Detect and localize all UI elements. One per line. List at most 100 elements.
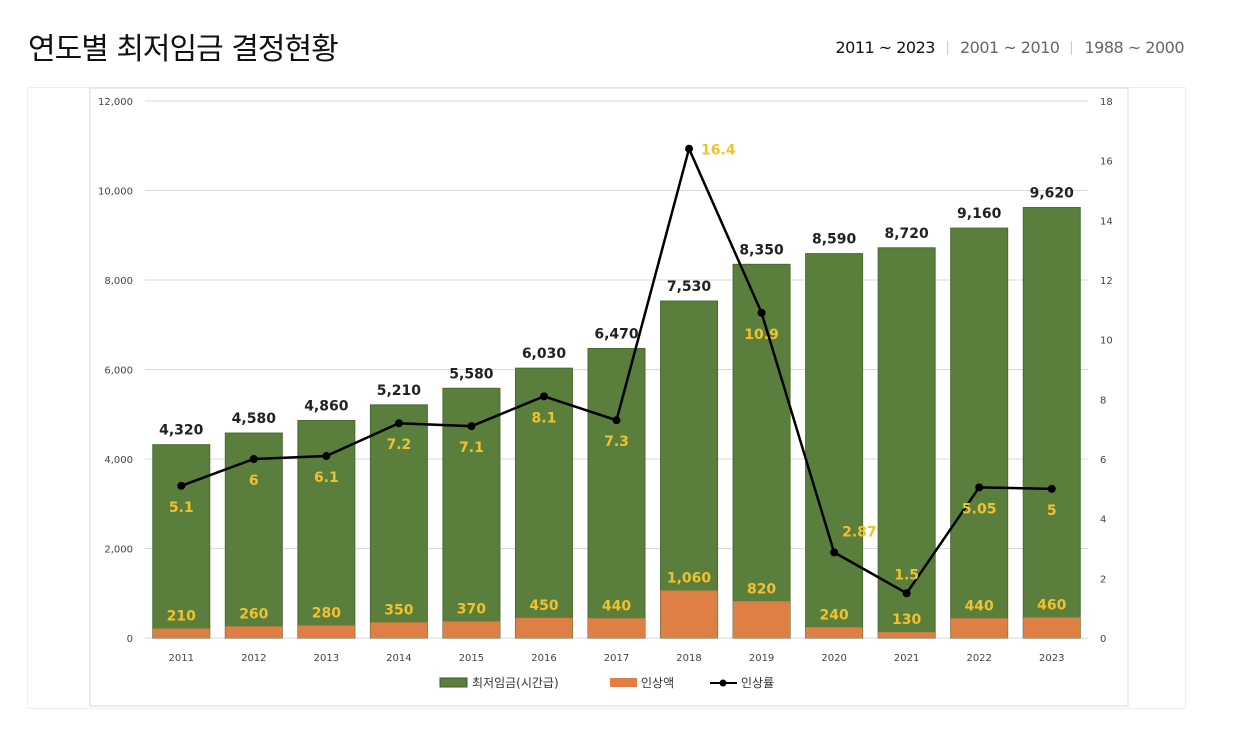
increase-bar — [152, 628, 210, 638]
rate-point — [467, 422, 476, 431]
increase-value-label: 450 — [529, 598, 558, 614]
wage-value-label: 6,030 — [522, 346, 567, 362]
legend-label-increase: 인상액 — [641, 676, 674, 690]
wage-bar — [369, 404, 428, 639]
right-tick-label: 6 — [1100, 455, 1106, 466]
increase-value-label: 370 — [457, 601, 486, 617]
rate-point — [685, 144, 694, 153]
rate-value-label: 6.1 — [314, 470, 339, 486]
rate-point — [322, 452, 331, 461]
rate-value-label: 16.4 — [701, 143, 736, 159]
increase-value-label: 460 — [1037, 597, 1066, 613]
tab-2001-2010[interactable]: 2001 ~ 2010 — [959, 38, 1060, 57]
left-tick-label: 8,000 — [104, 276, 133, 287]
increase-value-label: 280 — [312, 605, 341, 621]
right-tick-label: 12 — [1100, 276, 1113, 287]
increase-bar — [950, 618, 1008, 638]
page-title: 연도별 최저임금 결정현황 — [28, 32, 339, 67]
rate-point — [249, 455, 258, 463]
rate-value-label: 7.2 — [386, 437, 411, 453]
x-tick-label: 2015 — [459, 653, 484, 664]
rate-point — [539, 392, 548, 401]
x-tick-label: 2021 — [894, 653, 919, 664]
wage-value-label: 4,580 — [232, 411, 277, 427]
x-tick-label: 2020 — [821, 653, 846, 664]
wage-value-label: 4,320 — [159, 423, 204, 439]
increase-value-label: 350 — [384, 602, 413, 618]
right-tick-label: 8 — [1100, 395, 1106, 406]
rate-point — [612, 416, 621, 425]
rate-value-label: 5.1 — [169, 500, 194, 516]
x-tick-label: 2019 — [749, 653, 774, 664]
wage-value-label: 8,350 — [739, 242, 784, 258]
x-tick-label: 2016 — [531, 653, 556, 664]
increase-bar — [1023, 617, 1081, 638]
period-tabs: 2011 ~ 2023 2001 ~ 2010 1988 ~ 2000 — [835, 38, 1184, 57]
rate-value-label: 10.9 — [744, 327, 779, 343]
rate-point — [757, 308, 766, 317]
increase-value-label: 210 — [167, 609, 196, 625]
increase-bar — [370, 622, 428, 638]
left-tick-label: 0 — [127, 634, 133, 645]
increase-bar — [297, 625, 355, 638]
rate-point — [830, 548, 839, 557]
rate-value-label: 7.3 — [604, 434, 629, 450]
right-tick-label: 18 — [1100, 97, 1113, 108]
rate-value-label: 2.87 — [842, 524, 877, 540]
wage-value-label: 6,470 — [594, 326, 639, 342]
increase-value-label: 440 — [602, 598, 631, 614]
right-tick-label: 2 — [1100, 574, 1106, 585]
increase-bar — [878, 632, 936, 638]
wage-bar — [805, 253, 864, 639]
increase-value-label: 130 — [892, 612, 921, 628]
left-tick-label: 6,000 — [104, 366, 133, 377]
x-tick-label: 2017 — [604, 653, 629, 664]
right-tick-label: 0 — [1100, 634, 1106, 645]
increase-bar — [805, 627, 863, 638]
wage-bar — [152, 444, 211, 639]
increase-value-label: 440 — [965, 598, 994, 614]
wage-bar — [732, 263, 791, 639]
increase-bar — [733, 601, 791, 638]
right-tick-label: 16 — [1100, 157, 1113, 168]
wage-value-label: 9,620 — [1030, 186, 1075, 202]
rate-point — [177, 481, 186, 490]
legend-swatch-increase — [610, 678, 637, 687]
x-tick-label: 2022 — [966, 653, 991, 664]
rate-value-label: 7.1 — [459, 440, 484, 456]
increase-value-label: 820 — [747, 581, 776, 597]
tab-2011-2023[interactable]: 2011 ~ 2023 — [835, 38, 935, 57]
right-tick-label: 10 — [1100, 336, 1113, 347]
legend-swatch-wage — [439, 677, 468, 688]
rate-point — [975, 483, 984, 492]
x-tick-label: 2011 — [169, 653, 194, 664]
left-tick-label: 2,000 — [104, 545, 133, 556]
wage-value-label: 8,720 — [885, 226, 930, 242]
increase-value-label: 1,060 — [667, 571, 712, 587]
x-tick-label: 2014 — [386, 653, 411, 664]
tab-1988-2000[interactable]: 1988 ~ 2000 — [1084, 38, 1184, 57]
x-tick-label: 2013 — [314, 653, 339, 664]
increase-bar — [588, 618, 645, 638]
wage-bar — [660, 300, 719, 639]
left-tick-label: 12,000 — [98, 97, 133, 108]
wage-value-label: 7,530 — [667, 279, 712, 295]
rate-value-label: 1.5 — [894, 567, 919, 583]
increase-bar — [442, 621, 500, 638]
increase-value-label: 240 — [819, 607, 848, 623]
increase-bar — [225, 626, 283, 638]
wage-bar — [1022, 207, 1081, 639]
wage-value-label: 5,210 — [377, 383, 422, 399]
wage-bar — [950, 227, 1009, 639]
wage-value-label: 5,580 — [449, 366, 494, 382]
wage-value-label: 9,160 — [957, 206, 1002, 222]
wage-bar — [587, 347, 646, 639]
increase-value-label: 260 — [239, 606, 268, 622]
x-tick-label: 2018 — [676, 653, 701, 664]
right-tick-label: 14 — [1100, 216, 1113, 227]
wage-bar — [514, 367, 573, 639]
rate-value-label: 8.1 — [532, 410, 557, 426]
rate-value-label: 5 — [1047, 503, 1057, 519]
right-tick-label: 4 — [1100, 515, 1106, 526]
